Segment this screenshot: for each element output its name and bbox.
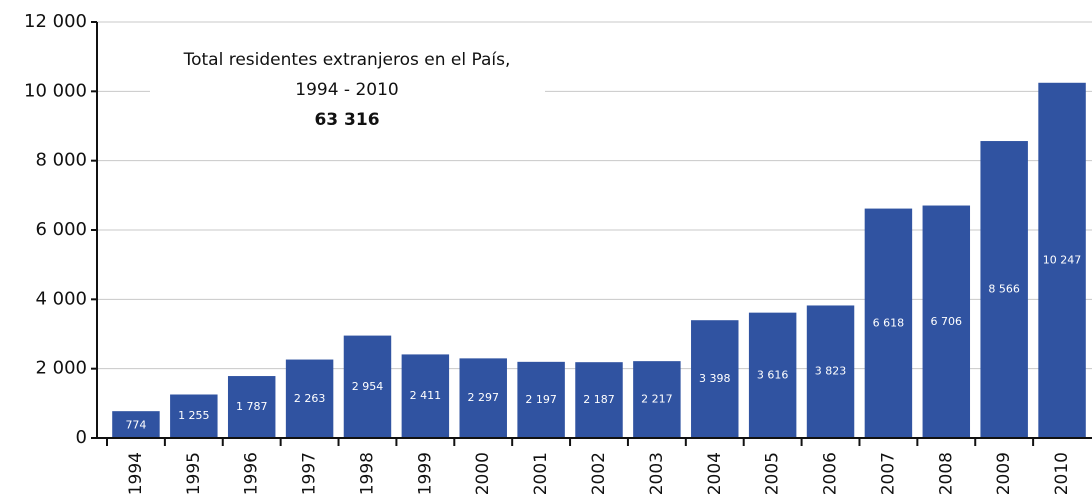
x-tick-label: 1996 — [242, 452, 262, 495]
x-tick-label: 2007 — [878, 452, 898, 495]
value-label: 2 297 — [467, 391, 499, 404]
bar — [170, 394, 218, 438]
x-tick-label: 2000 — [473, 452, 493, 495]
bar — [227, 376, 276, 438]
x-tick-label: 1998 — [357, 452, 377, 495]
y-tick-label: 4 000 — [35, 288, 87, 309]
bar — [517, 361, 565, 438]
value-label: 8 566 — [988, 283, 1020, 296]
x-tick-label: 1995 — [184, 452, 204, 495]
x-tick-label: 2005 — [763, 452, 783, 495]
y-tick-label: 10 000 — [24, 80, 87, 101]
value-label: 2 197 — [525, 393, 557, 406]
x-tick-label: 1999 — [415, 452, 435, 495]
bar — [575, 362, 623, 438]
bar — [112, 411, 160, 438]
bar — [864, 208, 913, 438]
value-label: 10 247 — [1043, 253, 1082, 266]
x-tick-label: 2010 — [1052, 452, 1072, 495]
value-label: 2 217 — [641, 393, 673, 406]
bar — [980, 141, 1028, 438]
value-label: 1 255 — [178, 409, 210, 422]
x-tick-label: 2009 — [994, 452, 1014, 495]
annotation-box — [150, 38, 545, 138]
value-label: 6 618 — [873, 316, 905, 329]
value-label: 2 954 — [352, 380, 384, 393]
x-tick-label: 2001 — [531, 452, 551, 495]
y-tick-label: 6 000 — [35, 219, 87, 240]
annotation-total: 63 316 — [314, 110, 379, 130]
x-tick-label: 2008 — [936, 452, 956, 495]
bar — [285, 359, 334, 438]
y-tick-label: 8 000 — [35, 150, 87, 171]
value-label: 3 398 — [699, 372, 731, 385]
annotation-line: 1994 - 2010 — [295, 80, 398, 100]
y-tick-label: 2 000 — [35, 358, 87, 379]
value-label: 1 787 — [236, 400, 268, 413]
value-label: 3 823 — [815, 365, 847, 378]
value-label: 2 187 — [583, 393, 615, 406]
x-tick-label: 2004 — [705, 452, 725, 495]
x-tick-label: 1994 — [126, 452, 146, 495]
bar — [343, 335, 392, 438]
x-tick-label: 2006 — [821, 452, 841, 495]
value-label: 2 263 — [294, 392, 326, 405]
bar — [401, 354, 450, 438]
x-tick-label: 2003 — [647, 452, 667, 495]
annotation-line: Total residentes extranjeros en el País, — [183, 50, 511, 70]
bar — [459, 358, 507, 438]
bar — [748, 312, 797, 438]
y-tick-label: 12 000 — [24, 11, 87, 32]
x-tick-label: 2002 — [589, 452, 609, 495]
bar — [1038, 82, 1086, 439]
bar — [633, 361, 681, 438]
value-label: 2 411 — [410, 389, 442, 402]
y-tick-label: 0 — [76, 427, 87, 448]
bar — [922, 205, 971, 438]
bar — [691, 320, 739, 438]
bar — [806, 305, 855, 438]
x-tick-label: 1997 — [300, 452, 320, 495]
value-label: 6 706 — [931, 315, 963, 328]
value-label: 774 — [125, 419, 146, 432]
value-label: 3 616 — [757, 368, 789, 381]
